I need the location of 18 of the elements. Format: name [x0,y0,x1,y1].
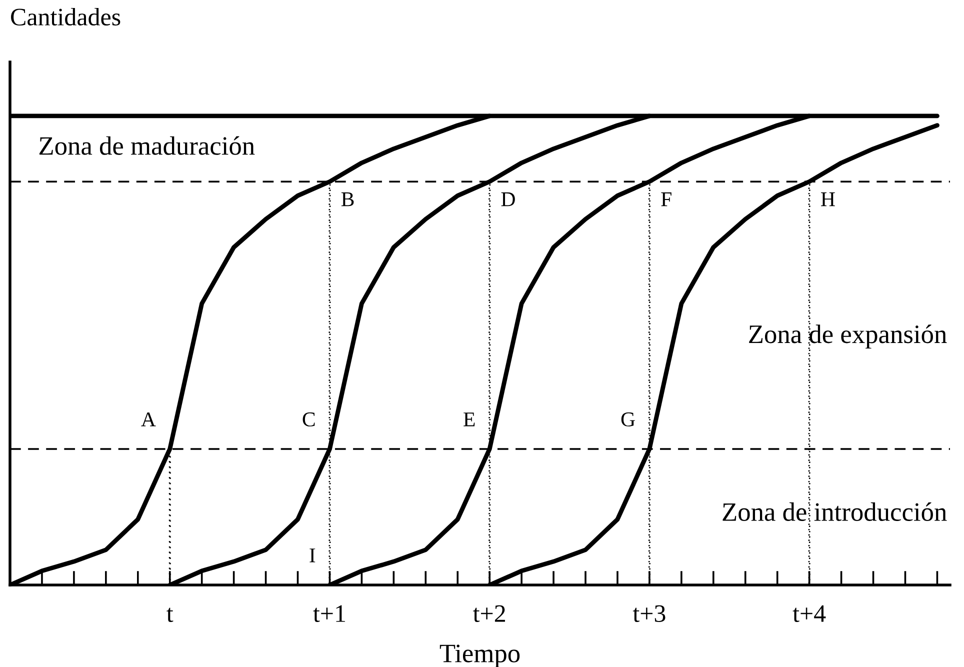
annotation: Zona de expansión [749,324,947,349]
annotation: Zona de maduración [39,136,255,155]
annotation: D [501,192,515,206]
x-tick-label: t+4 [792,605,826,622]
annotation: I [310,548,316,562]
annotation: G [621,412,635,426]
annotation: Zona de introducción [722,502,947,521]
annotation: H [821,192,835,206]
annotation: E [464,412,475,426]
x-tick-label: t+3 [632,605,666,622]
annotation: F [661,192,672,206]
x-tick-label: t+2 [473,605,505,622]
y-axis-title: Cantidades [11,8,120,26]
x-tick-label: t [166,608,174,622]
annotation: A [141,412,156,426]
annotation: B [341,192,354,206]
x-tick-label: t+1 [313,605,345,622]
annotation: C [302,412,315,426]
